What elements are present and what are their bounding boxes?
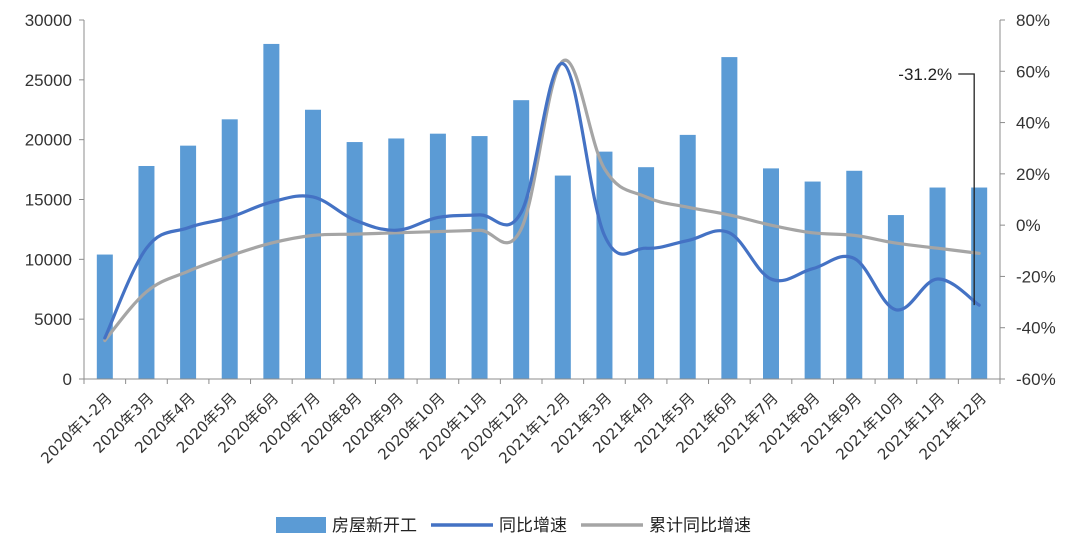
annotation-label: -31.2% <box>898 65 952 84</box>
left-y-tick-label: 30000 <box>25 11 72 30</box>
bar <box>846 170 863 379</box>
legend-box <box>207 508 923 541</box>
left-y-tick-label: 5000 <box>34 310 72 329</box>
x-tick-label: 2020年1-2月 <box>37 389 115 467</box>
left-y-tick-label: 25000 <box>25 71 72 90</box>
series-line <box>103 58 981 343</box>
right-y-tick-label: 40% <box>1016 114 1050 133</box>
right-y-axis-ticks: -60% -40% -20% 0% 20% 40% 60% 80% <box>1000 11 1056 389</box>
right-y-tick-label: -20% <box>1016 267 1056 286</box>
bar <box>887 215 904 379</box>
bar <box>263 43 280 379</box>
left-y-axis-ticks: 0 5000 10000 15000 20000 25000 30000 <box>25 11 84 389</box>
right-y-tick-label: 60% <box>1016 62 1050 81</box>
bar <box>679 134 696 379</box>
left-y-tick-label: 15000 <box>25 191 72 210</box>
legend-label: 累计同比增速 <box>649 516 751 536</box>
axes <box>83 20 1001 384</box>
bar <box>429 133 446 379</box>
bar <box>596 151 613 379</box>
line-series <box>103 58 981 343</box>
bar <box>804 181 821 379</box>
bar <box>96 254 113 379</box>
bar <box>305 109 321 379</box>
right-y-tick-label: -60% <box>1016 370 1056 389</box>
bar <box>471 136 488 379</box>
bar <box>138 165 155 379</box>
bar <box>180 145 197 379</box>
legend: 房屋新开工 同比增速 累计同比增速 <box>207 508 923 541</box>
left-y-tick-label: 0 <box>63 370 72 389</box>
right-y-tick-label: 0% <box>1016 216 1041 235</box>
bar <box>638 167 655 379</box>
bar <box>221 119 238 379</box>
bar <box>346 142 363 379</box>
right-y-tick-label: -40% <box>1016 319 1056 338</box>
bar <box>971 187 988 379</box>
x-axis-ticks: 2020年1-2月2020年3月2020年4月2020年5月2020年6月202… <box>37 389 990 467</box>
right-y-tick-label: 80% <box>1016 11 1050 30</box>
annotation-leader <box>958 73 975 306</box>
bar <box>721 57 738 379</box>
left-y-tick-label: 10000 <box>25 250 72 269</box>
bar <box>929 187 946 379</box>
bar <box>554 175 571 379</box>
series-line <box>103 61 981 340</box>
legend-label: 房屋新开工 <box>332 516 417 536</box>
bar <box>763 168 779 379</box>
left-y-tick-label: 20000 <box>25 131 72 150</box>
bar-series <box>96 43 988 379</box>
bar <box>513 100 530 379</box>
bar <box>388 138 405 379</box>
right-y-tick-label: 20% <box>1016 165 1050 184</box>
legend-label: 同比增速 <box>499 516 567 536</box>
legend-swatch <box>276 517 326 533</box>
annotation: -31.2% <box>898 65 975 306</box>
